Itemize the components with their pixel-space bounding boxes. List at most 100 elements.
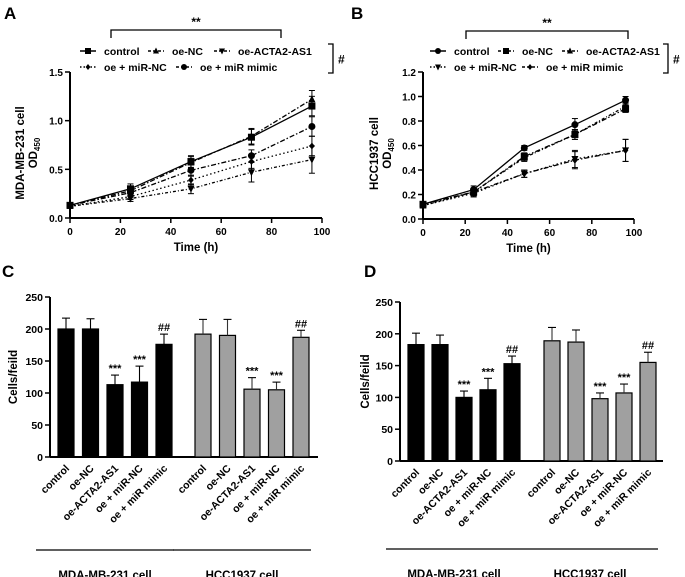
y-tick-label: 0.2 [402,191,416,202]
x-tick-label: 20 [115,227,127,238]
x-axis-title: Time (h) [506,243,551,255]
data-point [572,156,578,164]
x-tick-label: 60 [544,228,556,239]
bar [243,388,261,458]
group-label: HCC1937 cell [554,569,627,577]
data-point [622,96,630,104]
x-tick-label: 100 [626,228,643,239]
legend-marker [435,48,441,54]
y-axis-title-od: OD450 [382,138,396,169]
significance-mark: *** [133,354,147,366]
significance-mark: ## [642,340,654,352]
legend-label: oe + miR mimic [546,62,623,74]
y-tick-label: 0.0 [49,214,63,225]
bar [503,363,521,462]
legend-marker [503,48,509,54]
data-point [188,176,194,184]
y-tick-label: 150 [25,356,43,368]
significance-bracket [110,29,282,38]
y-tick-label: 0 [387,456,393,468]
y-tick-label: 0.6 [402,142,416,153]
significance-mark: *** [109,363,123,375]
data-point [571,130,579,138]
significance-bracket [465,30,629,39]
hash-bracket [663,43,669,74]
y-tick-label: 100 [375,392,393,404]
legend-label: oe-ACTA2-AS1 [586,46,660,58]
significance-mark: ## [506,344,518,356]
x-tick-label: 80 [586,228,598,239]
data-point [470,188,477,196]
legend-label: control [104,46,140,58]
significance-mark: *** [246,366,260,378]
hash-bracket [328,43,334,74]
bar [81,328,100,458]
legend-marker [219,48,225,55]
legend-marker [153,47,159,54]
x-tick-label: 40 [165,227,177,238]
significance-mark: *** [594,381,608,393]
data-point [520,144,528,152]
panel-label-b: B [351,4,363,23]
data-point [308,123,316,131]
bar [155,343,173,458]
y-tick-label: 250 [375,297,393,309]
bar [567,341,585,462]
bar [267,389,286,458]
legend-label: oe + miR-NC [104,62,167,74]
hash-mark: # [338,53,345,67]
bar [455,396,473,462]
x-tick-label: 100 [314,227,331,238]
y-tick-label: 250 [25,292,43,304]
legend-marker [181,64,187,70]
legend-label: oe-NC [522,46,553,58]
data-point [126,189,134,197]
data-point [308,95,316,103]
panel-label-a: A [4,4,16,23]
x-tick-label: 20 [460,228,472,239]
bar [615,392,633,462]
y-tick-label: 0.4 [402,166,416,177]
legend-label: oe-NC [172,46,203,58]
y-tick-label: 1.5 [49,68,63,79]
panel-b-line-chart: 0 20 40 60 80 100 0.0 0.2 0.4 0.6 0.8 1.0 1.2 Time (h… [369,16,680,255]
group-label: MDA-MB-231 cell [58,570,151,577]
legend-label: oe + miR mimic [200,62,277,74]
group-label: HCC1937 cell [206,570,279,577]
x-tick-label: 40 [502,228,514,239]
bar [292,336,310,458]
category-label: control [38,463,72,497]
bar [639,361,657,462]
data-point [187,166,195,174]
series-line-0 [422,99,626,205]
y-tick-label: 0.0 [402,215,416,226]
y-tick-label: 50 [31,420,43,432]
data-point [622,146,629,154]
y-axis-title: HCC1937 cell [369,117,381,190]
data-point [187,185,195,193]
legend-marker [527,64,533,70]
legend-marker [85,64,91,70]
bar [130,381,149,458]
legend-marker [435,64,441,71]
y-tick-label: 200 [375,329,393,341]
data-point [247,169,255,177]
hash-mark: # [673,53,680,67]
panel-label-d: D [364,262,376,281]
significance-mark: *** [458,379,472,391]
x-tick-label: 60 [216,227,228,238]
bar [218,334,237,458]
bar [57,328,75,458]
y-tick-label: 50 [381,424,393,436]
bar [591,398,609,462]
data-point [187,158,195,166]
bar [194,333,212,458]
data-point [309,142,315,150]
panel-a-line-chart: 0 20 40 60 80 100 0.0 0.5 1.0 1.5 Time (h) MDA-MB-2… [15,15,345,254]
bar [106,384,124,458]
data-point [571,121,579,129]
category-label: control [388,467,422,501]
y-tick-label: 1.0 [402,93,416,104]
y-tick-label: 150 [375,361,393,373]
